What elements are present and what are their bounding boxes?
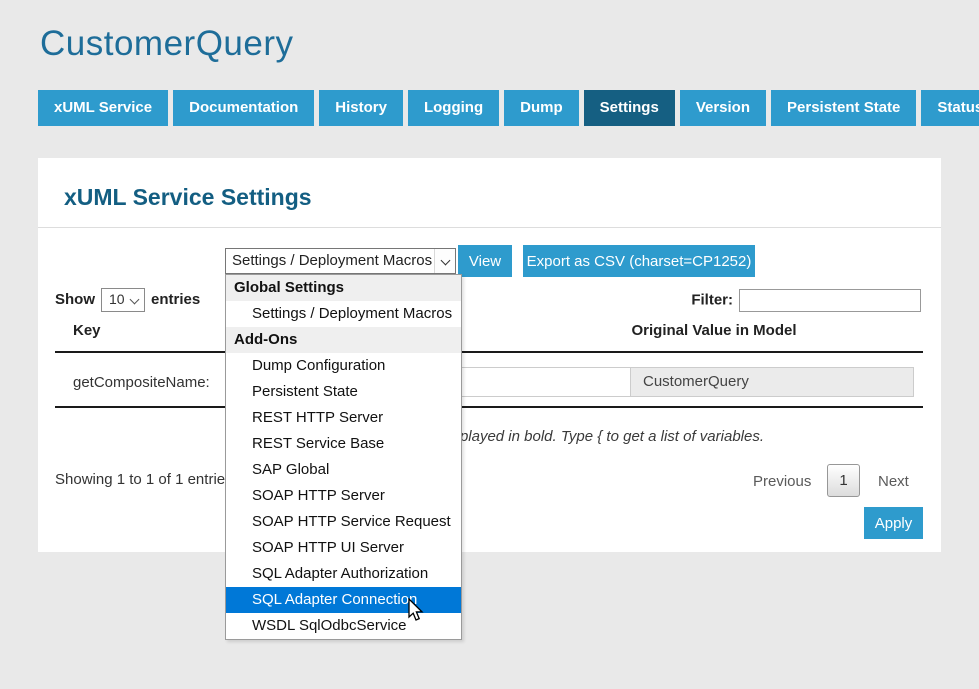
- pagination-page-1[interactable]: 1: [827, 464, 860, 497]
- page-title: CustomerQuery: [40, 24, 294, 63]
- tab-documentation[interactable]: Documentation: [173, 90, 315, 126]
- dropdown-option-dump-configuration[interactable]: Dump Configuration: [252, 357, 386, 374]
- mouse-cursor-icon: [406, 597, 428, 627]
- dropdown-option-soap-http-service-request[interactable]: SOAP HTTP Service Request: [252, 513, 451, 530]
- filter-label: Filter:: [691, 291, 733, 309]
- export-csv-button[interactable]: Export as CSV (charset=CP1252): [523, 245, 755, 277]
- tab-status[interactable]: Status: [921, 90, 979, 126]
- chevron-down-icon: [440, 255, 451, 266]
- entries-label: entries: [151, 290, 201, 308]
- tab-history[interactable]: History: [319, 90, 403, 126]
- dropdown-option-rest-http-server[interactable]: REST HTTP Server: [252, 409, 384, 426]
- settings-panel: xUML Service Settings View Export as CSV…: [38, 158, 941, 552]
- tab-logging[interactable]: Logging: [407, 90, 500, 126]
- dropdown-option-settings-deployment-macros[interactable]: Settings / Deployment Macros: [252, 305, 453, 322]
- entries-length-control: Show 10 entries: [55, 288, 200, 312]
- dropdown-option-rest-service-base[interactable]: REST Service Base: [252, 435, 385, 452]
- selected-option-label: Settings / Deployment Macros: [232, 252, 433, 269]
- view-button[interactable]: View: [458, 245, 512, 277]
- dropdown-option-sql-adapter-authorization[interactable]: SQL Adapter Authorization: [252, 565, 429, 582]
- dropdown-option-soap-http-ui-server[interactable]: SOAP HTTP UI Server: [252, 539, 404, 556]
- tab-xuml-service[interactable]: xUML Service: [38, 90, 169, 126]
- dropdown-group-global-settings: Global Settings: [226, 275, 461, 301]
- settings-category-dropdown: Global Settings Settings / Deployment Ma…: [225, 274, 462, 640]
- table-header-divider: [55, 351, 923, 353]
- dropdown-option-persistent-state[interactable]: Persistent State: [252, 383, 358, 400]
- dropdown-option-wsdl-sqlodbcservice[interactable]: WSDL SqlOdbcService: [252, 617, 407, 634]
- original-value-readonly: CustomerQuery: [630, 367, 914, 397]
- entries-info: Showing 1 to 1 of 1 entries: [55, 471, 233, 488]
- tab-version[interactable]: Version: [679, 90, 767, 126]
- setting-value-input[interactable]: [461, 367, 648, 397]
- tab-bar: xUML Service Documentation History Loggi…: [38, 90, 979, 126]
- pagination-next[interactable]: Next: [878, 473, 909, 490]
- filter-input[interactable]: [739, 289, 921, 312]
- filter-control: Filter:: [691, 289, 921, 312]
- chevron-down-icon: [129, 294, 140, 305]
- tab-dump[interactable]: Dump: [504, 90, 579, 126]
- dropdown-option-sap-global[interactable]: SAP Global: [252, 461, 330, 478]
- pagination-previous[interactable]: Previous: [753, 473, 812, 490]
- dropdown-option-sql-adapter-connection[interactable]: SQL Adapter Connection: [226, 587, 461, 613]
- heading-divider: [38, 227, 941, 228]
- column-header-key[interactable]: Key: [73, 322, 101, 339]
- setting-key-label: getCompositeName:: [73, 374, 210, 391]
- panel-heading: xUML Service Settings: [64, 184, 312, 210]
- tab-persistent-state[interactable]: Persistent State: [771, 90, 917, 126]
- dropdown-option-soap-http-server[interactable]: SOAP HTTP Server: [252, 487, 385, 504]
- select-arrow-button[interactable]: [434, 249, 455, 273]
- settings-category-select[interactable]: Settings / Deployment Macros: [225, 248, 456, 274]
- tab-settings[interactable]: Settings: [583, 90, 675, 126]
- show-label: Show: [55, 290, 95, 308]
- table-row-divider: [55, 406, 923, 408]
- dropdown-group-add-ons: Add-Ons: [226, 327, 461, 353]
- apply-button[interactable]: Apply: [864, 507, 923, 539]
- column-header-original-value[interactable]: Original Value in Model: [631, 322, 797, 339]
- entries-count-select[interactable]: 10: [101, 288, 145, 312]
